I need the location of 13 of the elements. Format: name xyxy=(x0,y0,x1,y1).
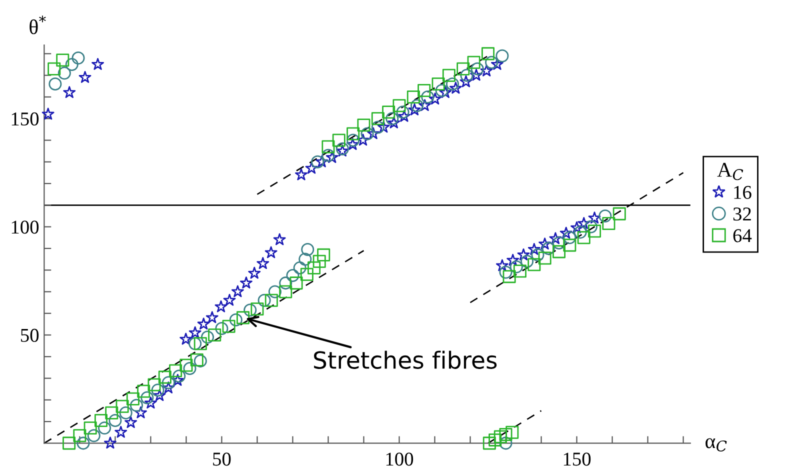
legend-title: A$_{C}$ xyxy=(717,162,744,180)
legend-label: 16 xyxy=(734,186,752,199)
x-tick-label: 100 xyxy=(386,452,414,466)
x-axis-title: α$_{C}$ xyxy=(706,438,727,452)
legend-label: 32 xyxy=(733,208,751,221)
legend-label: 64 xyxy=(733,229,752,242)
x-tick-label: 150 xyxy=(564,452,591,466)
y-tick-label: 50 xyxy=(21,328,39,342)
annotation: Stretches fibres xyxy=(314,350,497,369)
y-tick-label: 150 xyxy=(12,112,39,126)
y-axis-title: θ$^{*}$ xyxy=(30,16,46,34)
x-tick-label: 50 xyxy=(213,452,231,466)
y-tick-label: 100 xyxy=(12,220,39,234)
